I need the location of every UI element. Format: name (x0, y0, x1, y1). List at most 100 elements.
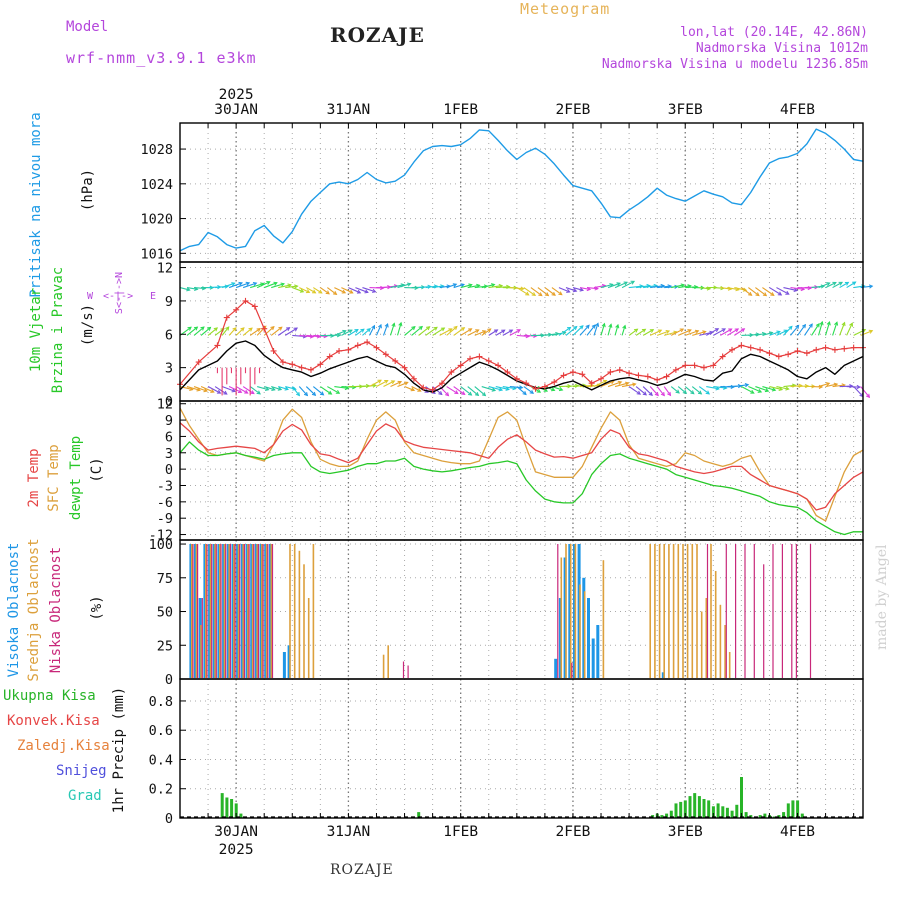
wind-gust-marker (504, 369, 511, 376)
wind-vector (320, 386, 332, 395)
wind-vector-head (771, 387, 777, 392)
wind-vector (432, 327, 445, 336)
temp-2m-line (179, 422, 864, 511)
wind-vector-head (714, 328, 720, 332)
wind-vector (474, 386, 486, 396)
precip-bar (740, 777, 743, 818)
wind-gust-marker (794, 347, 801, 354)
cloud-bar-mid (565, 544, 567, 678)
cloud-bar-mid (214, 544, 216, 678)
wind-vector (200, 386, 215, 393)
wind-vector (355, 328, 365, 336)
y-tick-label: 12 (157, 261, 173, 277)
model-label: Model (66, 19, 109, 35)
wind-vector (663, 386, 671, 396)
cloud-bar-high (203, 544, 207, 678)
cloud-bar-high (198, 598, 202, 678)
cloud-bar-mid (303, 564, 305, 678)
wind-vector (509, 287, 524, 290)
wind-vector (509, 329, 521, 336)
wind-vector (439, 285, 451, 289)
cloud-bar-mid (298, 550, 301, 678)
wind-vector-head (490, 283, 496, 288)
y-tick-label: 1016 (140, 246, 173, 262)
cloud-bar-high (587, 598, 590, 678)
wind-vector-head (616, 282, 621, 287)
bottom-date-label: 4FEB (780, 824, 815, 840)
wind-vector-head (501, 329, 506, 334)
wind-vector-head (525, 291, 530, 296)
wind-vector (748, 386, 762, 393)
cloud-bar-mid (705, 598, 708, 678)
wind-axis-unit: (m/s) (80, 304, 96, 346)
wind-vector-head (426, 326, 431, 331)
wind-vector-head (585, 324, 590, 329)
cloud-bar-low (725, 544, 727, 678)
wind-vector-head (366, 328, 372, 333)
wind-gust-marker (467, 355, 474, 362)
wind-vector (656, 386, 665, 396)
wind-vector-head (566, 326, 572, 331)
wind-gust-marker (541, 383, 548, 390)
precip-legend-total: Ukupna Kisa (3, 688, 96, 704)
wind-vector (565, 287, 577, 292)
wind-vector-head (615, 323, 620, 329)
wind-vector (369, 287, 384, 289)
wind-vector (488, 386, 503, 391)
wind-vector (249, 386, 261, 395)
wind-vector (334, 385, 349, 389)
wind-vector-head (852, 281, 857, 286)
precip-bar (786, 803, 790, 818)
wind-vector (734, 384, 749, 388)
wind-vector-head (237, 389, 243, 393)
wind-vector (755, 287, 767, 297)
wind-gust-marker (410, 375, 417, 382)
bottom-date-label: 30JAN (214, 824, 258, 840)
wind-vector (299, 334, 314, 338)
wind-vector (432, 285, 444, 289)
wind-vector (502, 329, 513, 336)
wind-vector-head (273, 281, 278, 286)
wind-vector (291, 386, 300, 396)
cloud-bar-high (250, 544, 254, 678)
wind-vector (544, 287, 556, 296)
wind-vector (670, 386, 680, 394)
wind-vector (285, 285, 298, 289)
cloud-bar-mid (289, 544, 291, 678)
wind-vector-head (410, 387, 416, 392)
wind-vector (495, 329, 505, 336)
wind-vector-head (648, 391, 653, 397)
cloud-bar-low (220, 544, 222, 678)
cloud-bar-low (402, 661, 405, 678)
cloud-bar-mid (256, 544, 258, 678)
wind-vector (404, 326, 416, 336)
wind-vector (586, 384, 601, 388)
cloud-bar-mid (205, 544, 207, 678)
wind-vector-head (641, 328, 647, 333)
wind-vector (313, 287, 323, 294)
cloud-bar-low (781, 544, 783, 678)
cloud-bar-mid (677, 544, 680, 678)
wind-vector (481, 328, 492, 336)
cloud-bar-mid (200, 625, 202, 678)
wind-vector (502, 386, 516, 390)
wind-vector-head (697, 390, 703, 395)
precip-legend-convective: Konvek.Kisa (7, 713, 100, 729)
top-date-label: 1FEB (443, 102, 478, 118)
cloud-bar-low (243, 544, 245, 678)
wind-vector-head (414, 285, 419, 291)
wind-vector-head (508, 329, 514, 334)
wind-vector-head (617, 380, 623, 385)
cloud-bar-mid (700, 611, 703, 678)
precip-bar (735, 804, 739, 818)
temp-sfc-line (179, 407, 864, 522)
wind-vector (446, 326, 458, 336)
wind-vector (713, 385, 727, 389)
wind-vector-head (231, 388, 237, 393)
wind-vector-head (551, 291, 556, 296)
panel-frame (179, 678, 864, 819)
wind-vector (467, 386, 479, 396)
precip-bar (417, 812, 421, 818)
wind-vector (284, 327, 298, 336)
wind-gust-marker (831, 346, 838, 353)
